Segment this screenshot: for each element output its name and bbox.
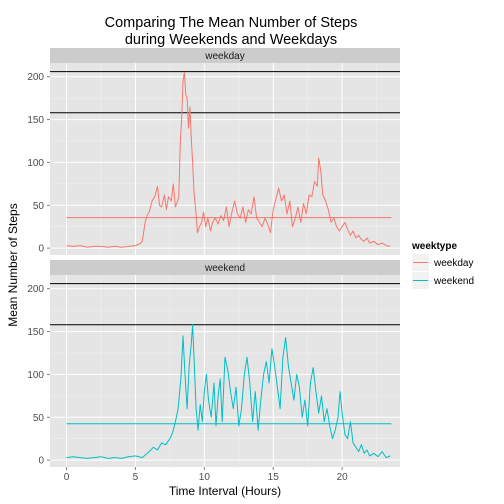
series-weekend-group [66,324,391,459]
strip-weekend [50,260,400,275]
panel-weekend: weekend 0 50 100 150 200 [27,260,400,467]
reference-lines-weekday [50,71,400,114]
reference-lines-weekend [50,283,400,326]
legend-title: weektype [411,241,457,252]
strip-weekday [50,48,400,63]
plot-area-weekday [50,63,400,255]
legend-label-weekend: weekend [433,276,474,287]
y-tick-label: 0 [38,244,44,255]
legend: weektype weekday weekend [411,241,474,289]
y-tick-label: 50 [33,413,45,424]
y-tick-label: 150 [27,115,44,126]
chart-title-line-2: during Weekends and Weekdays [125,32,337,48]
y-ticks-weekday: 0 50 100 150 200 [27,72,50,255]
chart-title-line-1: Comparing The Mean Number of Steps [105,15,358,31]
y-tick-label: 200 [27,284,44,295]
series-line-weekday [66,71,391,248]
strip-label-weekday: weekday [204,51,244,62]
x-tick-label: 5 [133,472,139,483]
grid-weekend [50,275,400,467]
y-tick-label: 0 [38,456,44,467]
grid-weekday [50,63,400,255]
series-weekday-group [66,71,391,248]
panel-weekday: weekday 0 50 100 150 200 [27,48,400,255]
y-tick-label: 50 [33,201,45,212]
x-tick-label: 15 [268,472,280,483]
legend-label-weekday: weekday [433,258,473,269]
y-tick-label: 100 [27,370,44,381]
y-tick-label: 200 [27,72,44,83]
x-axis-label: Time Interval (Hours) [169,484,281,498]
x-tick-label: 10 [199,472,211,483]
x-ticks: 0 5 10 15 20 [64,467,348,483]
x-tick-label: 0 [64,472,70,483]
y-axis-label: Mean Number of Steps [6,203,20,326]
y-ticks-weekend: 0 50 100 150 200 [27,284,50,467]
y-tick-label: 150 [27,327,44,338]
strip-label-weekend: weekend [204,263,245,274]
y-tick-label: 100 [27,158,44,169]
x-tick-label: 20 [337,472,349,483]
series-line-weekend [66,324,391,459]
